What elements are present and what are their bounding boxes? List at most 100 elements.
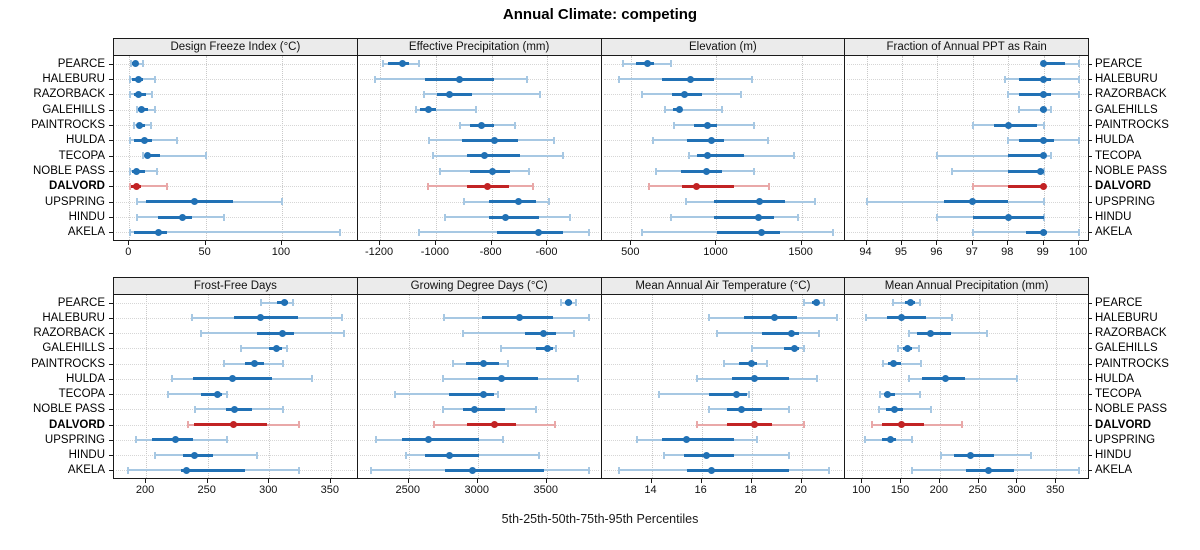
median-dot	[675, 106, 683, 114]
whisker-end-cap	[803, 299, 806, 307]
station-label-right-razorback: RAZORBACK	[1095, 88, 1167, 101]
median-dot	[788, 329, 796, 337]
station-label-left-razorback: RAZORBACK	[33, 327, 105, 340]
percentile-25-75-bar	[739, 362, 757, 366]
row-reference-line	[116, 302, 355, 304]
median-dot	[424, 106, 432, 114]
median-dot	[228, 375, 236, 383]
row-reference-line	[116, 63, 355, 65]
axis-tick	[128, 241, 130, 245]
median-dot	[425, 436, 433, 444]
percentile-25-75-bar	[158, 215, 192, 219]
panel-strip-mean-annual-air-temperature-c-: Mean Annual Air Temperature (°C)	[600, 277, 846, 295]
station-label-left-haleburu: HALEBURU	[42, 311, 105, 324]
station-label-left-galehills: GALEHILLS	[42, 103, 105, 116]
axis-tick-label: 20	[794, 484, 807, 496]
gridline	[862, 295, 864, 478]
whisker-end-cap	[439, 167, 442, 175]
gridline	[1043, 56, 1045, 240]
median-dot	[273, 344, 281, 352]
station-label-right-hindu: HINDU	[1095, 449, 1132, 462]
whisker-end-cap	[374, 75, 377, 83]
row-tick-right	[1088, 333, 1092, 335]
median-dot	[480, 360, 488, 368]
whisker-end-cap	[951, 314, 954, 322]
gridline	[1008, 56, 1010, 240]
median-dot	[790, 344, 798, 352]
median-dot	[703, 152, 711, 160]
axis-tick	[1078, 241, 1080, 245]
whisker-end-cap	[200, 329, 203, 337]
axis-tick-label: 3500	[533, 484, 558, 496]
median-dot	[927, 329, 935, 337]
percentile-25-75-bar	[682, 184, 734, 188]
whisker-end-cap	[135, 436, 138, 444]
median-dot	[214, 390, 221, 398]
percentile-25-75-bar	[1008, 184, 1044, 188]
percentile-5-95-line	[423, 93, 540, 96]
gridline	[205, 56, 207, 240]
whisker-end-cap	[961, 421, 964, 429]
percentile-25-75-bar	[488, 215, 539, 219]
median-dot	[692, 182, 700, 190]
whisker-end-cap	[971, 121, 974, 129]
gridline	[547, 56, 549, 240]
whisker-end-cap	[750, 344, 753, 352]
percentile-5-95-line	[659, 393, 750, 396]
axis-tick	[379, 241, 381, 245]
whisker-end-cap	[1078, 75, 1081, 83]
row-reference-line	[847, 140, 1086, 142]
whisker-end-cap	[129, 90, 132, 98]
panel-design-freeze-index-c-	[113, 55, 358, 241]
row-reference-line	[359, 302, 599, 304]
median-dot	[891, 405, 899, 413]
axis-tick-label: 100	[1068, 246, 1088, 258]
median-dot	[1004, 213, 1012, 221]
whisker-end-cap	[752, 167, 755, 175]
median-dot	[897, 421, 905, 429]
median-dot	[748, 360, 756, 368]
station-label-left-tecopa: TECOPA	[58, 149, 105, 162]
whisker-end-cap	[226, 436, 229, 444]
row-tick-left	[109, 455, 113, 457]
whisker-end-cap	[814, 198, 817, 206]
whisker-end-cap	[767, 136, 770, 144]
axis-tick	[800, 479, 802, 483]
axis-tick	[434, 241, 436, 245]
whisker-end-cap	[720, 106, 723, 114]
median-dot	[564, 299, 572, 307]
percentile-5-95-line	[463, 332, 575, 335]
whisker-end-cap	[417, 228, 420, 236]
median-dot	[1036, 167, 1044, 175]
row-reference-line	[359, 63, 599, 65]
whisker-end-cap	[648, 182, 651, 190]
whisker-end-cap	[651, 136, 654, 144]
median-dot	[941, 375, 949, 383]
row-tick-right	[1088, 201, 1092, 203]
whisker-end-cap	[443, 213, 446, 221]
percentile-5-95-line	[951, 170, 1044, 172]
axis-tick	[715, 241, 717, 245]
row-reference-line	[603, 302, 843, 304]
whisker-end-cap	[441, 375, 444, 383]
axis-tick-label: 98	[1001, 246, 1014, 258]
whisker-end-cap	[132, 121, 135, 129]
station-label-right-paintrocks: PAINTROCKS	[1095, 119, 1169, 131]
station-label-left-upspring: UPSPRING	[44, 195, 105, 208]
station-label-left-hulda: HULDA	[66, 372, 105, 385]
median-dot	[445, 451, 453, 459]
axis-tick-label: 350	[1046, 484, 1065, 496]
median-dot	[686, 75, 694, 83]
axis-tick	[700, 479, 702, 483]
whisker-end-cap	[441, 405, 444, 413]
whisker-end-cap	[621, 60, 624, 68]
percentile-25-75-bar	[146, 200, 234, 204]
median-dot	[491, 136, 499, 144]
whisker-end-cap	[882, 360, 885, 368]
whisker-end-cap	[723, 360, 726, 368]
median-dot	[230, 421, 238, 429]
median-dot	[172, 436, 180, 444]
percentile-5-95-line	[130, 139, 177, 142]
whisker-end-cap	[507, 360, 510, 368]
percentile-25-75-bar	[680, 169, 722, 173]
